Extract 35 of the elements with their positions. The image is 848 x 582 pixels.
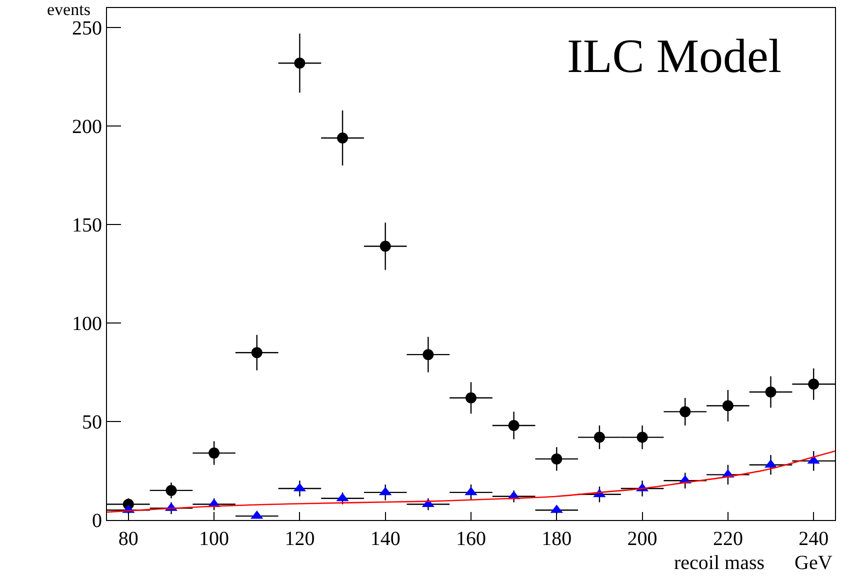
y-axis-title: events — [47, 0, 90, 19]
point — [508, 420, 520, 431]
point — [337, 132, 348, 144]
point — [251, 347, 262, 358]
x-tick-label: 160 — [456, 528, 486, 550]
y-tick-label: 250 — [72, 18, 102, 40]
point — [722, 400, 734, 412]
y-tick-label: 100 — [72, 313, 102, 336]
y-tick-label: 200 — [72, 116, 102, 138]
x-tick-label: 120 — [284, 528, 315, 550]
point — [594, 432, 605, 443]
point — [422, 349, 434, 360]
point — [551, 453, 562, 464]
point — [680, 406, 691, 418]
x-tick-label: 100 — [199, 528, 230, 550]
x-axis-title: recoil mass GeV — [674, 552, 833, 574]
x-tick-label: 140 — [370, 528, 400, 550]
text: ILC Model — [567, 30, 782, 83]
y-tick-label: 50 — [82, 412, 102, 434]
x-tick-label: 180 — [542, 528, 572, 550]
x-tick-label: 80 — [118, 528, 138, 550]
x-tick-label: 220 — [712, 528, 743, 550]
line-series — [107, 450, 835, 513]
point — [208, 448, 220, 459]
point — [294, 58, 306, 69]
point — [765, 386, 776, 398]
point — [466, 392, 476, 404]
point — [380, 240, 391, 252]
x-tick-label: 240 — [798, 528, 829, 550]
x-tick-label: 200 — [627, 528, 658, 550]
point — [636, 432, 648, 443]
point — [808, 378, 820, 390]
y-tick-label: 150 — [72, 214, 102, 237]
point — [166, 484, 177, 496]
y-tick-label: 0 — [92, 510, 102, 532]
